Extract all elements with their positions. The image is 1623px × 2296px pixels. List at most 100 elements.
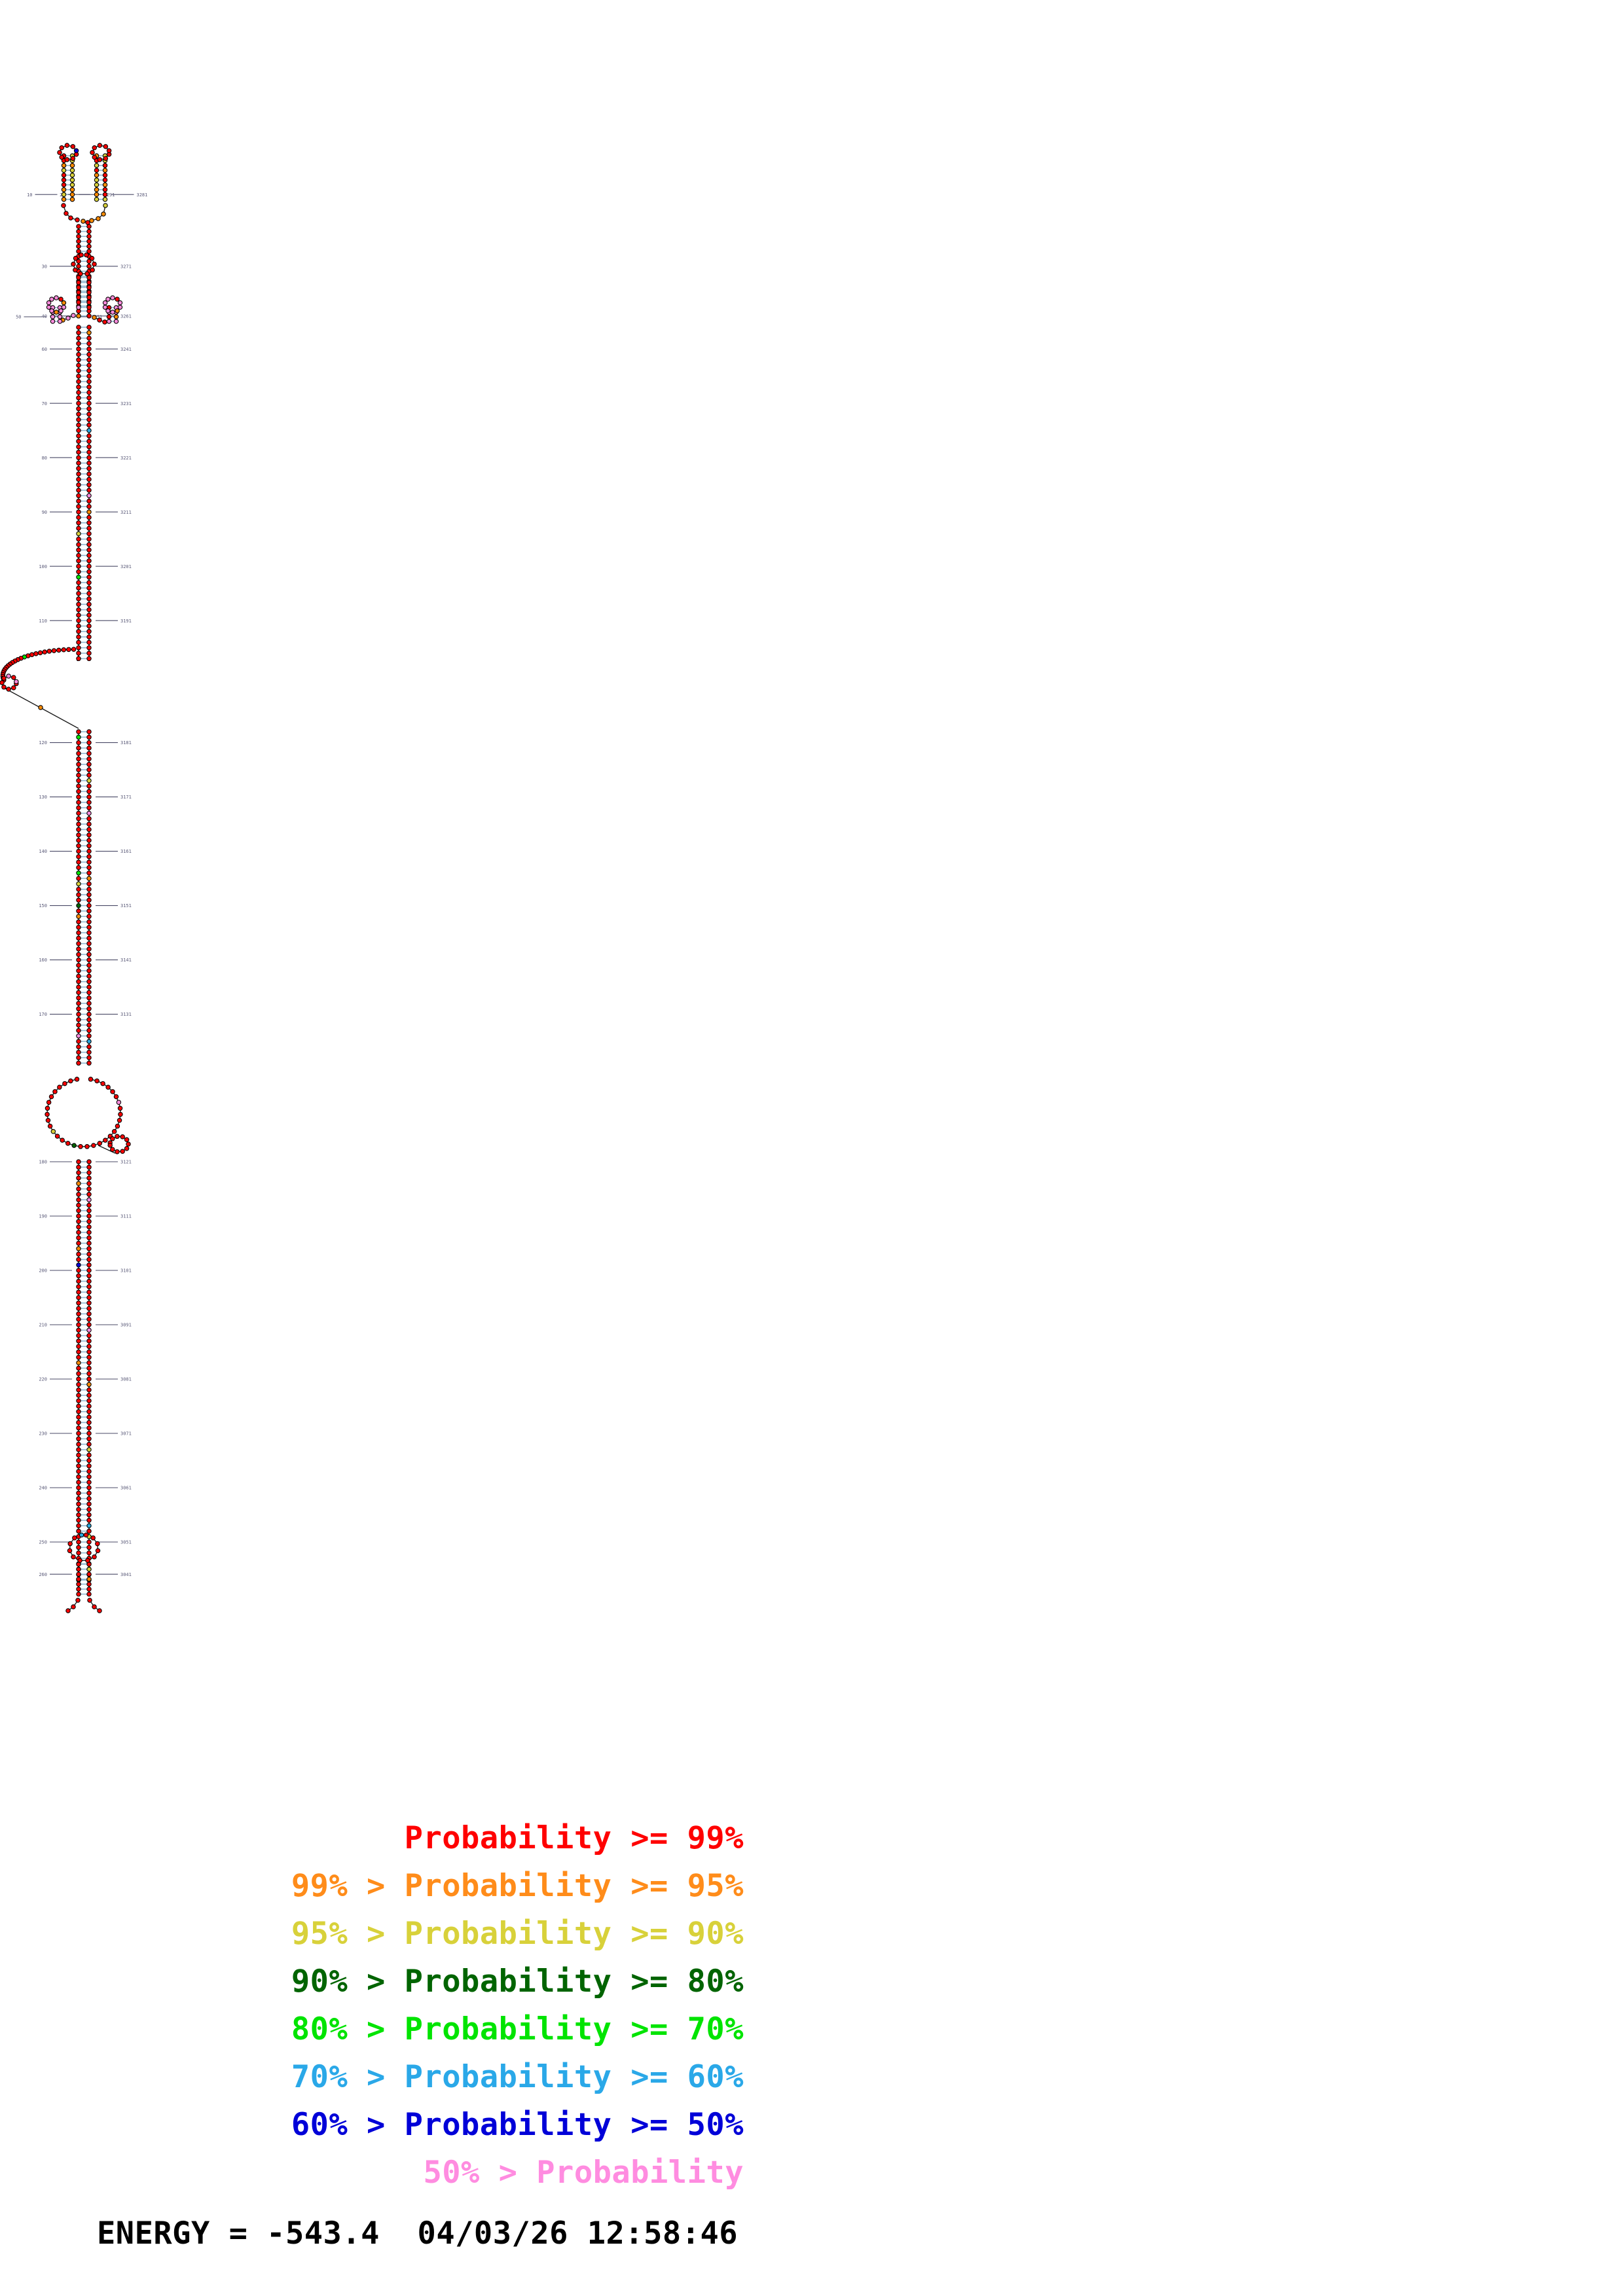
nucleotide <box>78 271 83 276</box>
nucleotide <box>67 1541 73 1547</box>
nucleotide <box>106 314 112 319</box>
nucleotide <box>76 805 81 810</box>
nucleotide <box>86 1311 92 1317</box>
nucleotide <box>86 870 92 876</box>
nucleotide <box>86 520 92 526</box>
nucleotide <box>90 150 95 155</box>
nucleotide <box>86 285 92 290</box>
nucleotide <box>86 1175 92 1181</box>
nucleotide <box>90 1535 96 1541</box>
nucleotide <box>124 1137 130 1143</box>
nucleotide <box>86 590 92 596</box>
position-tick-label: 3151 <box>120 903 132 908</box>
nucleotide <box>76 295 81 300</box>
nucleotide <box>76 476 81 482</box>
nucleotide <box>76 984 81 990</box>
nucleotide <box>86 651 92 656</box>
nucleotide <box>86 946 92 952</box>
nucleotide <box>54 1134 60 1139</box>
nucleotide <box>86 1240 92 1246</box>
nucleotide <box>86 772 92 778</box>
nucleotide <box>76 368 81 374</box>
nucleotide <box>110 1147 115 1152</box>
nucleotide <box>97 1141 102 1146</box>
nucleotide <box>76 935 81 941</box>
nucleotide <box>76 249 81 254</box>
nucleotide <box>76 973 81 979</box>
nucleotide <box>86 1447 92 1452</box>
nucleotide <box>76 995 81 1001</box>
nucleotide <box>86 1022 92 1028</box>
nucleotide <box>76 1011 81 1017</box>
nucleotide <box>76 1562 81 1567</box>
position-tick-label: 190 <box>39 1214 47 1219</box>
nucleotide <box>76 1414 81 1420</box>
nucleotide <box>71 261 76 267</box>
nucleotide <box>48 1094 54 1100</box>
nucleotide <box>76 1295 81 1300</box>
nucleotide <box>86 854 92 859</box>
nucleotide <box>76 1289 81 1295</box>
nucleotide <box>86 460 92 466</box>
nucleotide <box>86 471 92 476</box>
nucleotide <box>61 192 67 197</box>
nucleotide <box>76 1338 81 1344</box>
nucleotide <box>76 1523 81 1528</box>
nucleotide <box>74 1077 80 1082</box>
nucleotide <box>115 1123 120 1129</box>
nucleotide <box>76 531 81 537</box>
nucleotide <box>70 156 76 161</box>
nucleotide <box>71 313 76 318</box>
nucleotide <box>52 1089 58 1094</box>
nucleotide <box>71 1143 77 1148</box>
rna-structure-svg: 1032912032813032714032615032516032417032… <box>0 143 148 1613</box>
nucleotide <box>49 296 54 302</box>
nucleotide <box>86 422 92 428</box>
position-tick-label: 3061 <box>120 1486 132 1491</box>
nucleotide <box>76 450 81 455</box>
position-tick-label: 3131 <box>120 1012 132 1017</box>
nucleotide <box>76 881 81 887</box>
nucleotide <box>76 1469 81 1474</box>
nucleotide <box>76 656 81 662</box>
position-tick-label: 3271 <box>120 264 132 269</box>
nucleotide <box>76 1039 81 1044</box>
position-tick-label: 3211 <box>120 510 132 515</box>
nucleotide <box>71 1604 76 1609</box>
nucleotide <box>76 575 81 580</box>
nucleotide <box>76 1507 81 1512</box>
nucleotide <box>69 177 75 183</box>
nucleotide <box>76 1001 81 1006</box>
nucleotide <box>86 482 92 488</box>
nucleotide <box>86 1186 92 1192</box>
position-tick-label: 3081 <box>120 1377 132 1382</box>
nucleotide <box>76 838 81 843</box>
nucleotide <box>86 838 92 843</box>
nucleotide <box>76 1355 81 1360</box>
nucleotide <box>86 848 92 854</box>
nucleotide <box>95 1541 100 1547</box>
nucleotide <box>86 542 92 547</box>
nucleotide <box>86 908 92 914</box>
nucleotide <box>76 1409 81 1414</box>
nucleotide <box>86 1181 92 1186</box>
nucleotide <box>50 1129 56 1134</box>
nucleotide <box>76 968 81 973</box>
nucleotide <box>107 1143 113 1148</box>
nucleotide <box>76 1365 81 1371</box>
nucleotide <box>86 1371 92 1376</box>
nucleotide <box>86 623 92 629</box>
nucleotide <box>86 656 92 662</box>
nucleotide <box>86 264 92 269</box>
nucleotide <box>86 794 92 800</box>
nucleotide <box>76 552 81 558</box>
nucleotide <box>14 679 19 685</box>
nucleotide <box>76 558 81 564</box>
nucleotide <box>86 1566 92 1572</box>
nucleotide <box>86 1403 92 1409</box>
nucleotide <box>86 821 92 827</box>
nucleotide <box>76 903 81 908</box>
nucleotide <box>76 1033 81 1039</box>
position-tick-label: 240 <box>39 1486 47 1491</box>
position-tick-label: 180 <box>39 1160 47 1165</box>
